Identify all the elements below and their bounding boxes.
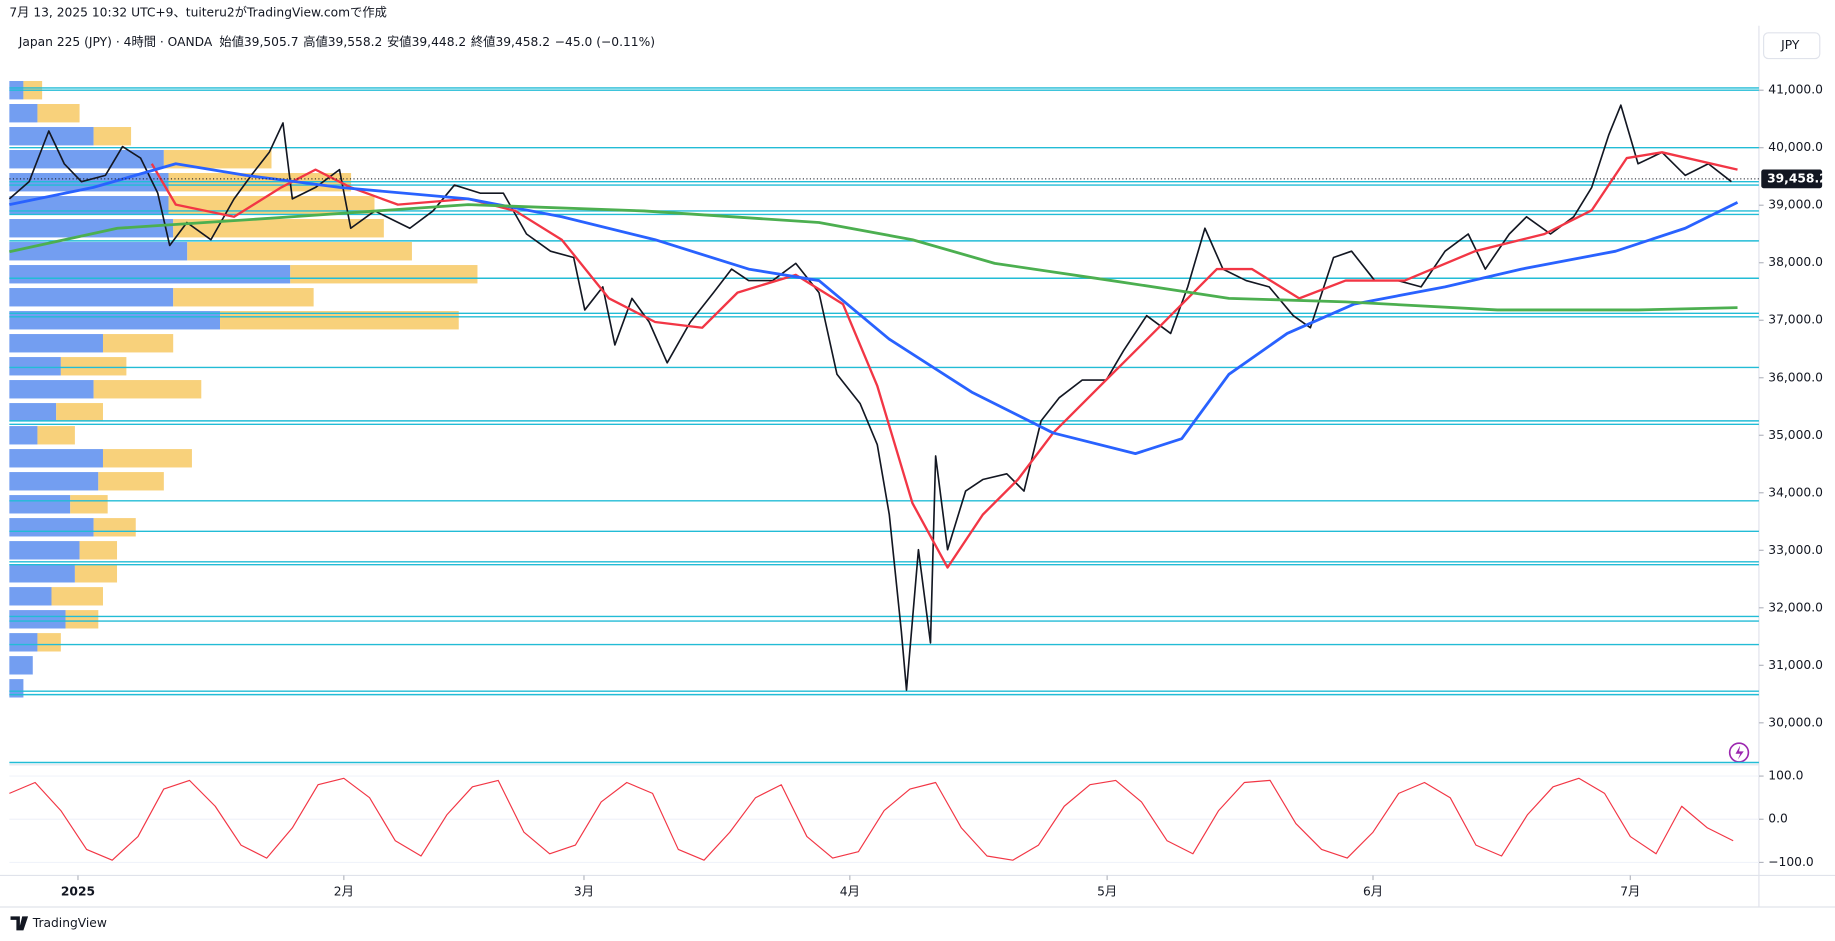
y-tick-label: 36,000.0 xyxy=(1768,370,1823,384)
y-tick-label: 31,000.0 xyxy=(1768,658,1823,672)
profile-down xyxy=(173,288,314,307)
brand-name: TradingView xyxy=(32,916,107,930)
series-line xyxy=(9,162,1739,456)
x-tick-label: 5月 xyxy=(1097,884,1117,898)
ohlc-value: 39,458.2 xyxy=(495,35,550,49)
profile-down xyxy=(98,472,164,491)
x-tick-label: 7月 xyxy=(1620,884,1640,898)
profile-up xyxy=(9,564,75,583)
profile-up xyxy=(9,334,103,353)
profile-down xyxy=(102,449,192,468)
profile-up xyxy=(9,610,66,629)
y-tick-label: 30,000.0 xyxy=(1768,715,1823,729)
profile-up xyxy=(9,357,61,376)
ohlc-value: 39,505.7 xyxy=(244,35,299,49)
plot-area: 41,000.0 40,000.0 39,000.0 38,000.0 37,000.0… xyxy=(8,81,1828,898)
x-tick-label: 6月 xyxy=(1363,884,1383,898)
profile-up xyxy=(9,380,94,399)
profile-down xyxy=(70,495,108,514)
currency-label[interactable]: JPY xyxy=(1780,38,1800,52)
profile-down xyxy=(74,564,118,583)
profile-up xyxy=(9,449,103,468)
created-note: 7月 13, 2025 10:32 UTC+9、tuiteru2がTrading… xyxy=(9,4,387,19)
symbol: Japan 225 (JPY) · 4時間 · OANDA xyxy=(18,35,213,49)
y-tick-label: −100.0 xyxy=(1768,855,1813,869)
x-tick-label: 4月 xyxy=(840,884,860,898)
profile-up xyxy=(9,219,174,238)
profile-up xyxy=(9,541,80,560)
x-tick-label: 2月 xyxy=(334,884,354,898)
profile-down xyxy=(168,196,375,215)
profile-up xyxy=(9,265,291,284)
y-tick-label: 41,000.0 xyxy=(1768,83,1823,97)
profile-up xyxy=(9,242,188,261)
profile-down xyxy=(56,403,103,422)
profile-up xyxy=(9,150,164,169)
y-tick-label: 32,000.0 xyxy=(1768,600,1823,614)
profile-up xyxy=(9,472,99,491)
y-tick-label: 0.0 xyxy=(1768,812,1788,826)
profile-up xyxy=(9,633,38,652)
profile-down xyxy=(93,380,202,399)
profile-down xyxy=(290,265,478,284)
x-tick-label: 3月 xyxy=(574,884,594,898)
currency-button[interactable] xyxy=(1763,32,1821,60)
profile-up xyxy=(9,403,57,422)
profile-up xyxy=(9,311,221,330)
profile-down xyxy=(37,426,75,445)
change: −45.0 (−0.11%) xyxy=(555,35,655,49)
x-tick-label: 2025 xyxy=(61,884,95,898)
profile-down xyxy=(65,610,99,629)
ohlc-label: 始値 xyxy=(219,34,244,49)
y-tick-label: 39,000.0 xyxy=(1768,198,1823,212)
profile-down xyxy=(163,150,272,169)
series-line xyxy=(150,151,1738,569)
series-line xyxy=(9,777,1734,861)
brand-logo xyxy=(10,916,29,931)
ohlc-value: 39,448.2 xyxy=(412,35,467,49)
profile-up xyxy=(9,495,71,514)
alert-bolt xyxy=(1735,745,1744,760)
series-line xyxy=(8,104,1732,691)
ohlc-label: 安値 xyxy=(387,34,412,49)
profile-down xyxy=(37,104,80,123)
symbol-legend: Japan 225 (JPY) · 4時間 · OANDA 始値39,505.7 高… xyxy=(18,34,655,49)
y-tick-label: 37,000.0 xyxy=(1768,313,1823,327)
profile-up xyxy=(9,196,169,215)
profile-down xyxy=(187,242,412,261)
last-price-label: 39,458.2 xyxy=(1767,171,1828,185)
profile-up xyxy=(9,679,24,698)
profile-up xyxy=(9,656,33,675)
y-tick-label: 35,000.0 xyxy=(1768,428,1823,442)
y-tick-label: 40,000.0 xyxy=(1768,140,1823,154)
profile-down xyxy=(37,633,61,652)
y-tick-label: 33,000.0 xyxy=(1768,543,1823,557)
profile-down xyxy=(60,357,127,376)
y-tick-label: 100.0 xyxy=(1768,769,1803,783)
profile-down xyxy=(220,311,459,330)
profile-up xyxy=(9,104,38,123)
profile-down xyxy=(51,587,103,606)
profile-up xyxy=(9,426,38,445)
profile-up xyxy=(9,288,174,307)
y-tick-label: 38,000.0 xyxy=(1768,255,1823,269)
ohlc-label: 高値 xyxy=(303,34,328,49)
series-line xyxy=(9,203,1738,312)
profile-down xyxy=(93,127,132,146)
profile-down xyxy=(102,334,174,353)
y-tick-label: 34,000.0 xyxy=(1768,485,1823,499)
last-price-box xyxy=(1761,169,1823,189)
profile-down xyxy=(93,518,136,537)
profile-up xyxy=(9,518,94,537)
ohlc-value: 39,558.2 xyxy=(328,35,383,49)
profile-down xyxy=(173,219,384,238)
profile-up xyxy=(9,587,52,606)
profile-down xyxy=(79,541,118,560)
ohlc-label: 終値 xyxy=(471,34,496,49)
